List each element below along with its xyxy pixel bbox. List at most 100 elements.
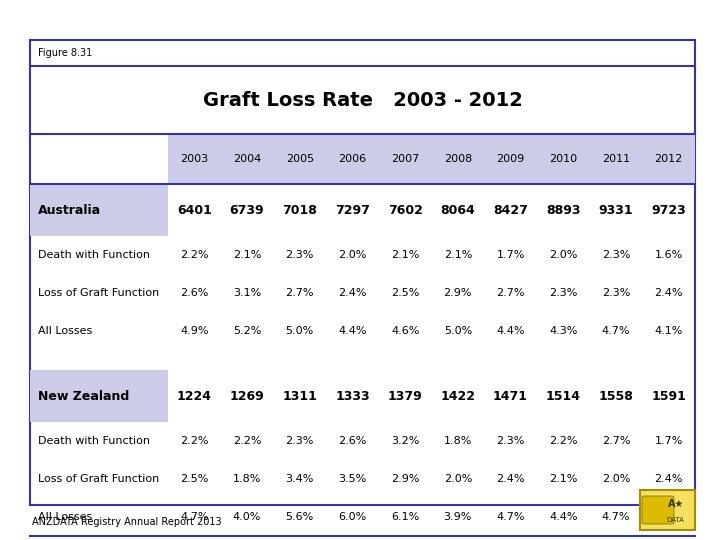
Text: 2.0%: 2.0% [549,250,577,260]
Text: A★: A★ [667,499,684,509]
Text: 4.7%: 4.7% [602,326,630,336]
Text: 6739: 6739 [230,204,264,217]
Text: 2.2%: 2.2% [180,436,209,446]
FancyBboxPatch shape [642,496,674,524]
Text: 8893: 8893 [546,204,580,217]
Text: 2009: 2009 [496,154,525,164]
Text: 2.1%: 2.1% [391,250,419,260]
Text: 7018: 7018 [282,204,318,217]
Text: 2.7%: 2.7% [602,436,630,446]
Text: 4.4%: 4.4% [338,326,366,336]
Text: 1591: 1591 [651,389,686,402]
Text: 6401: 6401 [177,204,212,217]
Text: 2.6%: 2.6% [338,436,366,446]
Text: 4.9%: 4.9% [180,326,209,336]
Text: 5.6%: 5.6% [286,512,314,522]
Text: 9723: 9723 [652,204,686,217]
Text: 2.6%: 2.6% [180,288,209,298]
Text: 2006: 2006 [338,154,366,164]
Bar [168,134,695,184]
Text: 2.9%: 2.9% [391,474,419,484]
Text: 2.2%: 2.2% [180,250,209,260]
Text: 2004: 2004 [233,154,261,164]
Text: 1.6%: 1.6% [654,250,683,260]
Text: 7297: 7297 [335,204,370,217]
Text: 2.3%: 2.3% [602,250,630,260]
Text: 2.0%: 2.0% [338,250,366,260]
Text: 6.1%: 6.1% [391,512,419,522]
Text: 2.3%: 2.3% [549,288,577,298]
Text: Australia: Australia [38,204,101,217]
Text: 1.8%: 1.8% [233,474,261,484]
Text: 5.0%: 5.0% [444,326,472,336]
Text: 1471: 1471 [493,389,528,402]
Text: New Zealand: New Zealand [38,389,130,402]
Text: 4.4%: 4.4% [496,326,525,336]
Text: 3.5%: 3.5% [338,474,366,484]
Text: 4.1%: 4.1% [654,326,683,336]
Text: 3.2%: 3.2% [391,436,419,446]
Text: 2012: 2012 [654,154,683,164]
Text: ANZDATA Registry Annual Report 2013: ANZDATA Registry Annual Report 2013 [32,517,222,527]
Text: 8427: 8427 [493,204,528,217]
Text: 2007: 2007 [391,154,419,164]
Text: 2.4%: 2.4% [654,288,683,298]
Text: 2.7%: 2.7% [286,288,314,298]
Text: 2.4%: 2.4% [654,474,683,484]
Text: 4.0%: 4.0% [233,512,261,522]
Text: 3.9%: 3.9% [444,512,472,522]
Text: 4.7%: 4.7% [496,512,525,522]
Text: 1.7%: 1.7% [654,436,683,446]
Text: Figure 8.31: Figure 8.31 [38,48,92,58]
Text: 4.6%: 4.6% [391,326,419,336]
Text: 4.1%: 4.1% [654,512,683,522]
Bar [30,40,695,505]
Text: 4.3%: 4.3% [549,326,577,336]
Text: 1333: 1333 [335,389,370,402]
Text: 2.3%: 2.3% [286,436,314,446]
Text: 5.0%: 5.0% [286,326,314,336]
Text: 1311: 1311 [282,389,318,402]
Text: 2003: 2003 [180,154,208,164]
Text: 1224: 1224 [177,389,212,402]
Text: 2.3%: 2.3% [602,288,630,298]
Text: DATA: DATA [667,517,685,523]
Text: 2.1%: 2.1% [233,250,261,260]
Text: 2.5%: 2.5% [391,288,419,298]
Text: 2010: 2010 [549,154,577,164]
Text: 4.7%: 4.7% [180,512,209,522]
Text: 2.3%: 2.3% [496,436,525,446]
Text: 2011: 2011 [602,154,630,164]
Text: 2.2%: 2.2% [549,436,577,446]
Text: 2.4%: 2.4% [338,288,366,298]
Text: 6.0%: 6.0% [338,512,366,522]
Text: 2008: 2008 [444,154,472,164]
Text: Death with Function: Death with Function [38,250,150,260]
Text: 3.4%: 3.4% [286,474,314,484]
Text: 2005: 2005 [286,154,314,164]
Text: 4.7%: 4.7% [602,512,630,522]
Text: 7602: 7602 [387,204,423,217]
Text: 2.1%: 2.1% [549,474,577,484]
Bar [30,370,168,422]
Text: 2.5%: 2.5% [180,474,209,484]
Text: 2.3%: 2.3% [286,250,314,260]
Text: 1558: 1558 [598,389,634,402]
Text: 1.7%: 1.7% [496,250,525,260]
Text: 1379: 1379 [388,389,423,402]
Text: 1269: 1269 [230,389,264,402]
Bar [30,184,168,236]
Text: Graft Loss Rate   2003 - 2012: Graft Loss Rate 2003 - 2012 [202,91,523,110]
Text: 5.2%: 5.2% [233,326,261,336]
Text: 3.1%: 3.1% [233,288,261,298]
Text: 1422: 1422 [441,389,475,402]
Text: All Losses: All Losses [38,512,92,522]
Text: 2.0%: 2.0% [444,474,472,484]
Text: 2.0%: 2.0% [602,474,630,484]
Bar [640,490,695,530]
Text: 2.1%: 2.1% [444,250,472,260]
Text: 8064: 8064 [441,204,475,217]
Text: 2.4%: 2.4% [496,474,525,484]
Text: 9331: 9331 [598,204,634,217]
Text: 4.4%: 4.4% [549,512,577,522]
